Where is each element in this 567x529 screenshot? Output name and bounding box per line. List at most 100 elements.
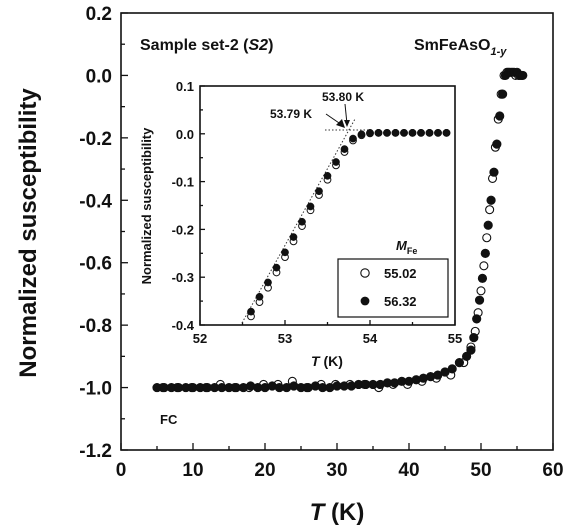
inset-point-56-32: [366, 128, 374, 137]
inset-legend-box: [337, 258, 449, 318]
main-x-tick-label: 20: [254, 460, 275, 481]
inset-arrowhead-53-79: [336, 119, 345, 128]
inset-point-56-32: [332, 158, 340, 166]
inset-point-56-32: [374, 128, 383, 137]
inset-point-56-32: [264, 278, 272, 287]
main-x-axis-unit: (K): [324, 499, 364, 526]
main-y-tick-label: -0.8: [79, 316, 112, 337]
chart-title-main: SmFeAsO: [414, 37, 490, 54]
inset-x-axis-var: T: [311, 353, 321, 369]
inset-axis-tick-labels: 52 53 54 55 -0.4 -0.3 -0.2 -0.1 0.0 0.1: [172, 79, 463, 346]
inset-data-points: [247, 128, 451, 321]
inset-y-axis-label: Normalized susceptibility: [139, 127, 154, 285]
main-point-56-32: [489, 167, 499, 177]
legend-marker-filled: [360, 296, 370, 306]
chart-title-subscript: 1-y: [490, 46, 507, 58]
inset-x-tick-label: 53: [278, 331, 292, 346]
main-point-56-32: [518, 70, 528, 81]
main-point-56-32: [495, 111, 505, 121]
main-point-56-32: [466, 345, 476, 355]
main-point-55-02: [479, 261, 489, 271]
main-y-tick-label: -1.2: [79, 441, 112, 462]
main-point-56-32: [462, 351, 472, 361]
inset-point-56-32: [298, 217, 306, 226]
inset-point-56-32: [391, 128, 400, 137]
main-x-tick-label: 10: [182, 460, 203, 481]
inset-x-tick-label: 52: [193, 331, 207, 346]
main-y-tick-label: -0.6: [79, 254, 112, 275]
inset-arrowhead-53-80: [344, 120, 350, 127]
main-x-tick-label: 40: [398, 460, 419, 481]
inset-y-tick-label: -0.4: [172, 318, 195, 333]
inset-point-56-32: [247, 307, 255, 316]
main-data-points: [152, 67, 528, 393]
main-x-tick-label: 0: [116, 460, 127, 481]
main-x-tick-label: 30: [326, 460, 347, 481]
inset-point-56-32: [340, 145, 349, 153]
main-x-tick-label: 60: [542, 460, 563, 481]
inset-point-56-32: [434, 128, 442, 137]
main-y-tick-label: -0.2: [79, 129, 112, 150]
main-y-axis-label: Normalized susceptibility: [15, 88, 42, 378]
inset-x-tick-label: 54: [363, 331, 378, 346]
inset-point-56-32: [383, 128, 391, 137]
main-point-56-32: [454, 358, 465, 368]
inset-x-tick-label: 55: [448, 331, 462, 346]
chart-subtitle-italic: S2: [248, 37, 268, 54]
main-point-56-32: [498, 89, 508, 99]
main-point-55-02: [485, 205, 495, 215]
chart-subtitle: Sample set-2 (S2): [140, 37, 273, 54]
legend-marker-open: [360, 268, 370, 278]
main-point-56-32: [447, 364, 457, 374]
main-y-tick-label: 0.0: [86, 66, 112, 87]
main-x-axis-var: T: [310, 499, 327, 526]
inset-annotation-53-80: 53.80 K: [322, 90, 364, 104]
inset-point-56-32: [289, 233, 298, 241]
inset-point-56-32: [425, 128, 434, 137]
main-point-56-32: [469, 333, 479, 343]
inset-y-tick-label: -0.3: [172, 270, 194, 285]
inset-point-56-32: [408, 128, 417, 137]
chart-subtitle-suffix: ): [268, 37, 273, 54]
inset-x-axis-label: T (K): [311, 353, 343, 369]
main-point-56-32: [474, 295, 485, 305]
main-point-56-32: [472, 314, 482, 324]
chart-subtitle-prefix: Sample set-2 (: [140, 37, 249, 54]
inset-plot: 52 53 54 55 -0.4 -0.3 -0.2 -0.1 0.0 0.1 Normalize…: [139, 79, 462, 369]
main-x-axis-label: T (K): [310, 499, 365, 526]
inset-legend-title-var: M: [396, 238, 408, 253]
main-y-tick-label: 0.2: [86, 4, 112, 25]
inset-y-tick-label: 0.1: [176, 79, 194, 94]
inset-point-56-32: [281, 248, 289, 257]
inset-point-56-32: [400, 128, 408, 137]
inset-point-56-32: [357, 130, 366, 139]
inset-axis-ticks: [199, 85, 456, 326]
inset-point-56-32: [442, 128, 451, 137]
inset-point-56-32: [323, 172, 332, 180]
main-point-56-32: [480, 248, 490, 258]
inset-legend-title-sub: Fe: [407, 246, 418, 256]
inset-point-56-32: [349, 134, 357, 143]
inset-x-axis-unit: (K): [320, 353, 343, 369]
main-axis-ticks: [120, 12, 554, 451]
inset-point-56-32: [255, 292, 264, 301]
inset-point-56-32: [417, 128, 425, 137]
main-point-56-32: [477, 273, 488, 283]
main-point-56-32: [492, 139, 502, 149]
main-point-55-02: [476, 286, 486, 296]
inset-y-tick-label: 0.0: [176, 127, 194, 142]
main-point-55-02: [482, 233, 492, 243]
inset-point-56-32: [315, 187, 323, 196]
inset-legend-title: MFe: [396, 238, 417, 256]
inset-annotation-53-79: 53.79 K: [270, 107, 312, 121]
main-axis-tick-labels: 0 10 20 30 40 50 60 -1.2 -1.0 -0.8 -0.6 -0.4 -0.2 0.0…: [79, 4, 563, 481]
main-y-tick-label: -1.0: [79, 379, 112, 400]
main-x-tick-label: 50: [470, 460, 491, 481]
fc-annotation: FC: [160, 412, 178, 427]
inset-y-tick-label: -0.2: [172, 222, 194, 237]
main-y-tick-label: -0.4: [79, 191, 112, 212]
chart-title: SmFeAsO1-y: [414, 37, 507, 58]
main-point-56-32: [486, 195, 496, 205]
inset-point-56-32: [306, 202, 315, 211]
